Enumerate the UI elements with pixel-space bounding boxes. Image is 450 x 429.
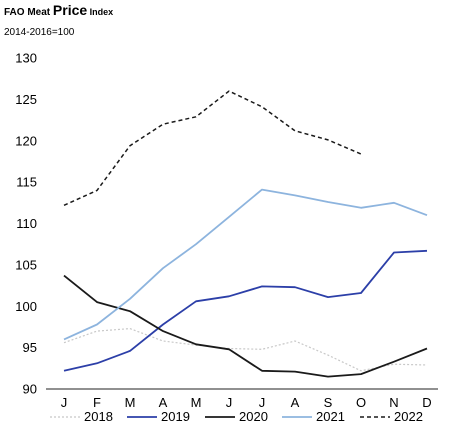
- legend-label-2021: 2021: [316, 409, 345, 424]
- x-tick-label: J: [259, 395, 266, 410]
- x-tick-label: O: [356, 395, 366, 410]
- chart-axes: 90 95 100 105 110 115 120 125 130 J F M A M J J A S O N D: [15, 51, 438, 410]
- x-tick-label: J: [61, 395, 68, 410]
- x-tick-label: S: [324, 395, 333, 410]
- y-tick-label: 90: [23, 382, 37, 397]
- chart-subtitle: 2014-2016=100: [4, 27, 75, 38]
- chart-series: [63, 90, 428, 378]
- series-line-2021: [63, 188, 428, 341]
- chart-legend: 2018 2019 2020 2021 2022: [50, 409, 423, 424]
- legend-label-2019: 2019: [161, 409, 190, 424]
- chart-title-part: FAO Meat: [4, 7, 53, 18]
- x-tick-label: A: [159, 395, 168, 410]
- y-tick-label: 125: [15, 92, 37, 107]
- legend-label-2022: 2022: [394, 409, 423, 424]
- series-line-2018: [63, 328, 428, 372]
- y-tick-label: 100: [15, 299, 37, 314]
- series-line-2019: [63, 249, 428, 372]
- y-tick-label: 105: [15, 257, 37, 272]
- series-line-2022: [63, 90, 362, 206]
- x-tick-label: D: [422, 395, 431, 410]
- y-tick-label: 110: [16, 216, 37, 231]
- series-line-2020: [63, 274, 428, 378]
- x-tick-label: J: [226, 395, 233, 410]
- legend-label-2018: 2018: [84, 409, 113, 424]
- x-tick-label: M: [125, 395, 136, 410]
- legend-label-2020: 2020: [239, 409, 268, 424]
- x-tick-label: M: [191, 395, 202, 410]
- chart-title: FAO Meat Price Index: [4, 3, 113, 19]
- x-tick-label: A: [291, 395, 300, 410]
- x-tick-label: F: [93, 395, 101, 410]
- y-tick-label: 95: [23, 340, 37, 355]
- chart-title-part: Index: [87, 7, 114, 17]
- y-tick-label: 130: [15, 51, 37, 66]
- chart-title-part: Price: [52, 2, 88, 18]
- y-tick-label: 115: [16, 175, 37, 190]
- x-tick-label: N: [389, 395, 398, 410]
- y-tick-label: 120: [15, 133, 37, 148]
